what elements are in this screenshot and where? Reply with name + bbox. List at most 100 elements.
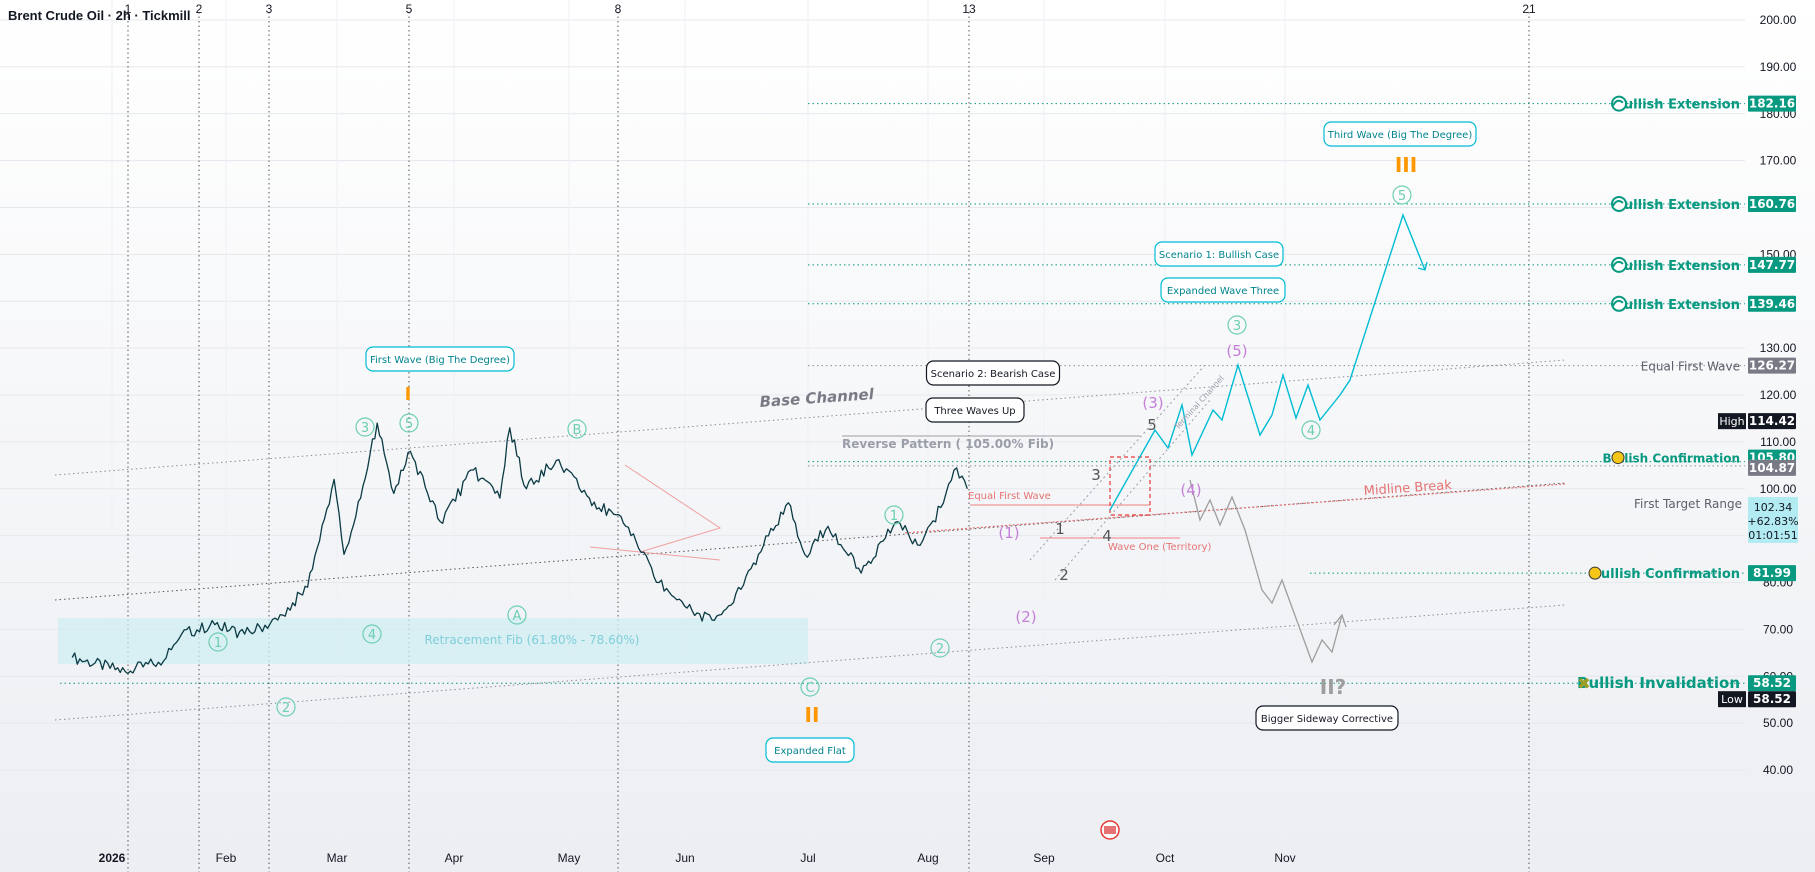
fib-time-label: 13 bbox=[962, 2, 976, 16]
annotation-box bbox=[1160, 277, 1286, 303]
wave-circle bbox=[800, 677, 820, 697]
bullish-arrowhead bbox=[1417, 261, 1428, 271]
wave-label: III bbox=[1395, 153, 1417, 177]
annotation-text: Retracement Fib (61.80% - 78.60%) bbox=[425, 633, 640, 647]
annotation-box-text: First Wave (Big The Degree) bbox=[370, 355, 510, 366]
wave-label: 2 bbox=[936, 642, 944, 657]
current-price: 102.34 bbox=[1754, 501, 1793, 514]
annotation-box bbox=[765, 737, 855, 763]
annotation-text: Midline Break bbox=[1363, 478, 1452, 499]
annotation-box-text: Expanded Wave Three bbox=[1167, 286, 1279, 297]
x-tick-label: Jul bbox=[800, 851, 815, 865]
annotation-box-text: Three Waves Up bbox=[933, 406, 1015, 417]
annotation-box-text: Scenario 2: Bearish Case bbox=[931, 369, 1056, 380]
wave-label: 1 bbox=[890, 509, 898, 524]
wave-icon bbox=[1611, 256, 1627, 273]
wave-icon bbox=[1611, 295, 1627, 312]
high-low-label: High bbox=[1719, 415, 1744, 428]
level-value-box bbox=[1748, 675, 1796, 692]
us-flag-stripes-icon bbox=[1104, 826, 1116, 834]
fib-time-markers: 1 2 3 5 8 13 21 bbox=[125, 2, 1536, 872]
bullish-projection bbox=[1109, 212, 1426, 511]
wave-icon bbox=[1611, 95, 1627, 112]
annotation-box bbox=[925, 360, 1061, 386]
high-low-label: Low bbox=[1721, 693, 1743, 706]
wave-circle bbox=[884, 505, 904, 525]
annotation-box bbox=[1154, 241, 1284, 267]
annotation-text: Wave One (Territory) bbox=[1108, 542, 1212, 553]
annotations: First Wave (Big The Degree) Scenario 2: B… bbox=[208, 121, 1477, 763]
level-label: Bullish Invalidation bbox=[1577, 674, 1740, 692]
bearish-arrowhead bbox=[1333, 613, 1347, 628]
fib-time-label: 8 bbox=[615, 2, 622, 16]
bearish-projection bbox=[1189, 479, 1343, 664]
y-tick-label: 190.00 bbox=[1760, 60, 1797, 74]
wave-label: 2 bbox=[1059, 566, 1069, 584]
level-value: 104.87 bbox=[1749, 461, 1795, 475]
annotation-box-text: Third Wave (Big The Degree) bbox=[1327, 130, 1473, 141]
level-label: Bullish Confirmation bbox=[1591, 567, 1740, 582]
annotation-box bbox=[925, 397, 1025, 423]
y-tick-label: 70.00 bbox=[1763, 622, 1793, 636]
annotation-box bbox=[1323, 121, 1477, 147]
wave-icon-curl bbox=[1612, 299, 1624, 307]
level-labels: 182.16 Bullish Extension 160.76 Bullish Ext… bbox=[1577, 95, 1799, 708]
wave-icon-curl bbox=[1612, 99, 1624, 107]
y-tick-label: 110.00 bbox=[1760, 435, 1796, 449]
level-label: Equal First Wave bbox=[1641, 360, 1740, 374]
wave-label: (2) bbox=[1015, 608, 1036, 626]
wave-label: 5 bbox=[1398, 189, 1406, 204]
high-low-tag bbox=[1718, 691, 1746, 708]
wave-label: 3 bbox=[1233, 319, 1241, 334]
x-tick-label: Oct bbox=[1156, 851, 1175, 865]
fib-time-label: 1 bbox=[125, 2, 132, 16]
terminal-channel-upper bbox=[1029, 364, 1206, 561]
wave-circle bbox=[208, 632, 228, 652]
wave-label: 1 bbox=[214, 636, 222, 651]
level-label: Bullish Extension bbox=[1614, 98, 1740, 113]
wave-circle bbox=[399, 413, 419, 433]
time-axis[interactable]: 2026 Feb Mar Apr May Jun Jul Aug Sep Oct Nov bbox=[99, 851, 1296, 865]
money-bag-icon bbox=[1588, 566, 1602, 580]
x-tick-label: Aug bbox=[917, 851, 938, 865]
annotation-text: Equal First Wave bbox=[968, 491, 1051, 502]
wave-circle bbox=[355, 417, 375, 437]
annotation-box-text: Scenario 1: Bullish Case bbox=[1159, 250, 1279, 261]
wave-label: II bbox=[805, 703, 820, 727]
base-channel-upper bbox=[54, 359, 1566, 476]
chart-title: Brent Crude Oil · 2h · Tickmill bbox=[8, 8, 191, 23]
wave-circle bbox=[1227, 315, 1247, 335]
grid bbox=[0, 0, 1745, 840]
wave-label: 4 bbox=[368, 628, 376, 643]
wave-label: 5 bbox=[405, 417, 413, 432]
x-tick-label: Mar bbox=[327, 851, 348, 865]
y-tick-label: 130.00 bbox=[1760, 341, 1797, 355]
wave-icon bbox=[1611, 195, 1627, 212]
price-series-line bbox=[71, 422, 968, 675]
level-value-box bbox=[1748, 691, 1796, 708]
fib-time-label: 5 bbox=[406, 2, 413, 16]
wave-label: (5) bbox=[1226, 342, 1247, 360]
level-value-box bbox=[1748, 256, 1796, 273]
level-value-box bbox=[1748, 565, 1796, 582]
level-label: Bullish Extension bbox=[1614, 259, 1740, 274]
level-value: 58.52 bbox=[1753, 676, 1791, 690]
level-value: 58.52 bbox=[1753, 692, 1791, 706]
wave-label: 2 bbox=[282, 701, 290, 716]
x-tick-label: Feb bbox=[216, 851, 237, 865]
fib-time-label: 21 bbox=[1522, 2, 1536, 16]
triangle-lower bbox=[589, 546, 721, 561]
wave-label: 1 bbox=[1055, 520, 1065, 538]
wave-icon-curl bbox=[1612, 200, 1624, 207]
first-target-label: First Target Range bbox=[1634, 497, 1742, 511]
wave-circle bbox=[507, 605, 527, 625]
current-price-box bbox=[1748, 497, 1798, 543]
level-label: Bullish Extension bbox=[1614, 198, 1740, 213]
level-value-box bbox=[1748, 195, 1796, 212]
level-value: 147.77 bbox=[1749, 258, 1795, 272]
level-value-box bbox=[1748, 357, 1796, 374]
level-value: 126.27 bbox=[1749, 359, 1795, 373]
y-tick-label: 50.00 bbox=[1763, 716, 1793, 730]
x-tick-label: Sep bbox=[1033, 851, 1055, 865]
